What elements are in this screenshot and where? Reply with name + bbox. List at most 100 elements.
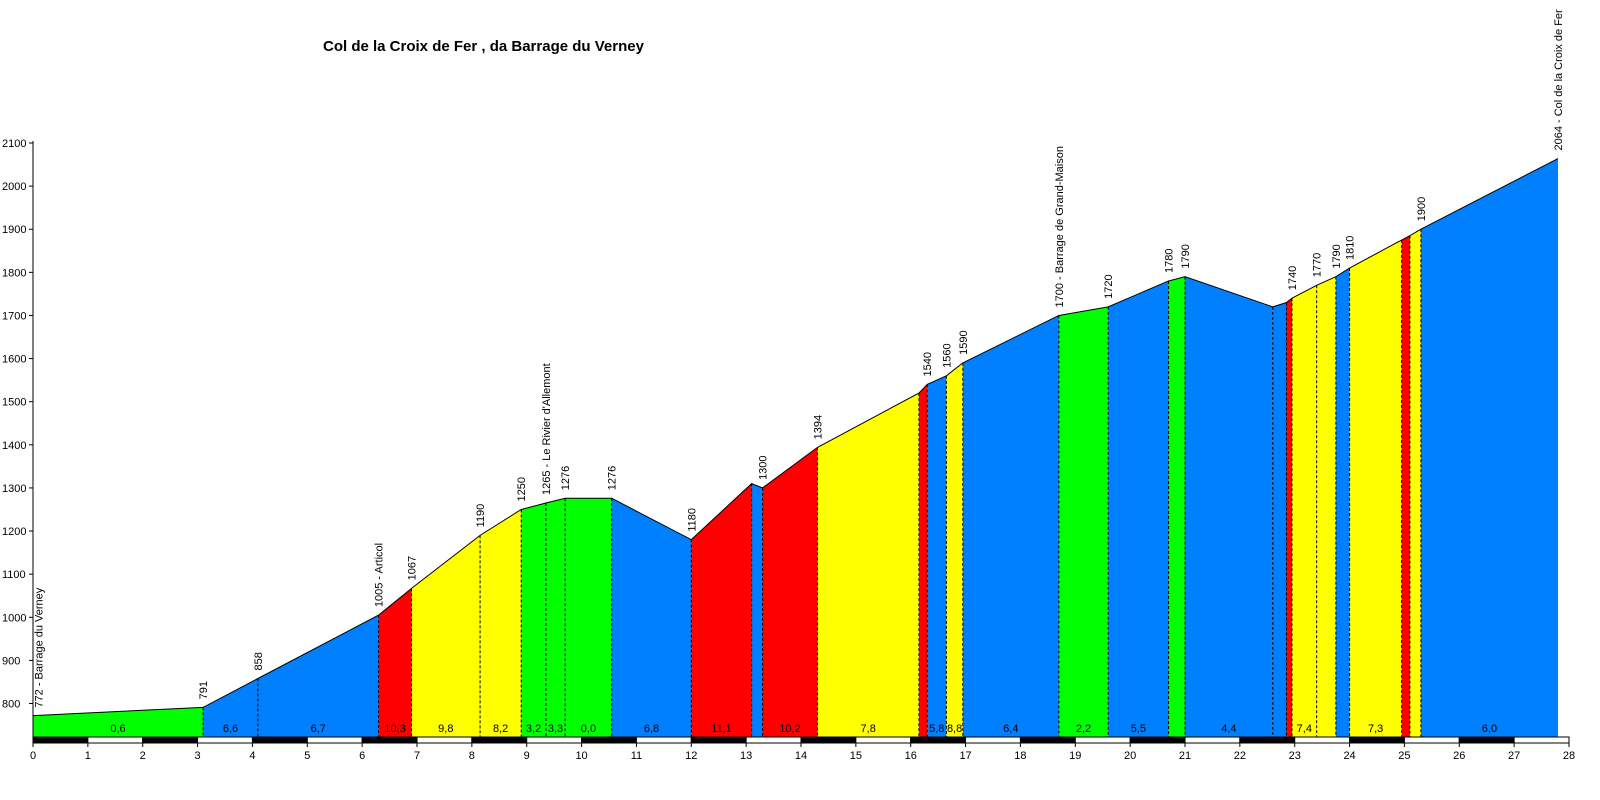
y-tick-label: 800 [2, 699, 20, 711]
x-tick-label: 7 [414, 750, 420, 762]
profile-segment [1349, 240, 1402, 737]
gradient-label: 7,8 [861, 723, 876, 735]
profile-segment [1108, 280, 1169, 737]
profile-segment [378, 588, 412, 737]
y-tick-label: 1000 [2, 612, 26, 624]
km-bar-cell [1129, 736, 1186, 744]
altitude-label: 1790 [1180, 244, 1192, 268]
y-tick-label: 1600 [2, 354, 26, 366]
km-bar-cell [910, 736, 967, 744]
km-bar-cell [1513, 736, 1570, 744]
gradient-label: 6,6 [223, 723, 238, 735]
x-tick-label: 18 [1014, 750, 1026, 762]
gradient-label: 3,2 [526, 723, 541, 735]
altitude-label: 791 [198, 681, 210, 699]
x-tick-label: 16 [905, 750, 917, 762]
profile-segment [1286, 298, 1292, 737]
km-bar-cell [1019, 736, 1076, 744]
km-bar-cell [251, 736, 308, 744]
y-tick-label: 1800 [2, 267, 26, 279]
profile-segment [1291, 285, 1317, 737]
profile-segment [521, 503, 546, 737]
profile-segment [1316, 276, 1336, 737]
km-bar-cell [416, 736, 473, 744]
x-tick-label: 20 [1124, 750, 1136, 762]
km-bar-cell [361, 736, 418, 744]
altitude-label: 1540 [922, 352, 934, 376]
x-tick-label: 17 [959, 750, 971, 762]
x-tick-label: 14 [795, 750, 807, 762]
profile-segment [817, 393, 919, 737]
gradient-label: 9,8 [438, 723, 453, 735]
km-bar-cell [1294, 736, 1351, 744]
y-tick-label: 1900 [2, 224, 26, 236]
segment-dividers [202, 229, 1422, 737]
km-bar-cell [197, 736, 253, 744]
gradient-labels: 0,6 6,6 6,7 10,3 9,8 8,2 3,2 3,3 0,0 6,8 11,1 10,2 7… [110, 723, 1497, 735]
gradient-label: 5,5 [1131, 723, 1146, 735]
x-tick-label: 4 [249, 750, 255, 762]
profile-segment [751, 483, 763, 737]
gradient-label: 11,1 [711, 723, 732, 735]
km-bar-cell [635, 736, 692, 744]
gradient-label: 6,4 [1003, 723, 1018, 735]
y-tick-label: 2100 [2, 138, 26, 150]
altitude-label: 1720 [1103, 274, 1115, 298]
altitude-label: 1700 - Barrage de Grand-Maison [1054, 146, 1066, 307]
profile-segment [691, 483, 752, 737]
km-bar-cell [745, 736, 802, 744]
altitude-label: 1265 - Le Rivier d'Allemont [541, 363, 553, 495]
gradient-label: 6,8 [644, 723, 659, 735]
y-tick-label: 2000 [2, 181, 26, 193]
km-bar-cell [1184, 736, 1241, 744]
y-tick-label: 1700 [2, 310, 26, 322]
profile-outline-line [32, 158, 1559, 717]
x-tick-label: 23 [1289, 750, 1301, 762]
profile-outline [32, 158, 1559, 717]
km-bar-cell [1403, 736, 1460, 744]
profile-segment [545, 498, 566, 737]
altitude-label: 1740 [1287, 266, 1299, 290]
profile-areas [33, 158, 1559, 738]
x-tick-label: 3 [195, 750, 201, 762]
y-tick-label: 1400 [2, 440, 26, 452]
gradient-label: 10,2 [779, 723, 800, 735]
x-tick-label: 9 [524, 750, 530, 762]
km-bar-cell [1349, 736, 1405, 744]
profile-segment [1420, 158, 1559, 738]
altitude-label: 1250 [516, 477, 528, 501]
altitude-label: 1067 [407, 556, 419, 580]
km-bar-cell [581, 736, 637, 744]
altitude-label: 2064 - Col de la Croix de Fer [1553, 9, 1565, 151]
km-bar-cell [855, 736, 912, 744]
profile-segment [927, 375, 947, 737]
km-bar-cell [32, 736, 89, 744]
x-tick-label: 8 [469, 750, 475, 762]
profile-segment [611, 498, 692, 737]
gradient-label: 4,4 [1221, 723, 1236, 735]
y-tick-label: 900 [2, 655, 20, 667]
gradient-label: 0,6 [110, 723, 125, 735]
x-tick-label: 26 [1453, 750, 1465, 762]
km-bar-cell [87, 736, 144, 744]
altitude-label: 1394 [812, 415, 824, 439]
km-bar [32, 736, 1570, 744]
y-tick-label: 1500 [2, 397, 26, 409]
profile-segment [1058, 306, 1109, 737]
profile-segment [1168, 276, 1185, 737]
x-tick-label: 0 [30, 750, 36, 762]
km-bar-cell [965, 736, 1021, 744]
profile-segment [962, 315, 1059, 737]
km-bar-cell [526, 736, 583, 744]
altitude-label: 1780 [1164, 248, 1176, 272]
profile-segment [257, 615, 379, 737]
profile-segment [1272, 302, 1287, 737]
altitude-label: 858 [253, 652, 265, 670]
x-tick-label: 19 [1069, 750, 1081, 762]
altitude-labels: 772 - Barrage du Verney 791 858 1005 - Arti… [33, 9, 1565, 708]
y-tick-label: 1300 [2, 483, 26, 495]
y-tick-label: 1100 [2, 569, 26, 581]
profile-segment [33, 707, 204, 737]
gradient-label: 6,0 [1482, 723, 1497, 735]
